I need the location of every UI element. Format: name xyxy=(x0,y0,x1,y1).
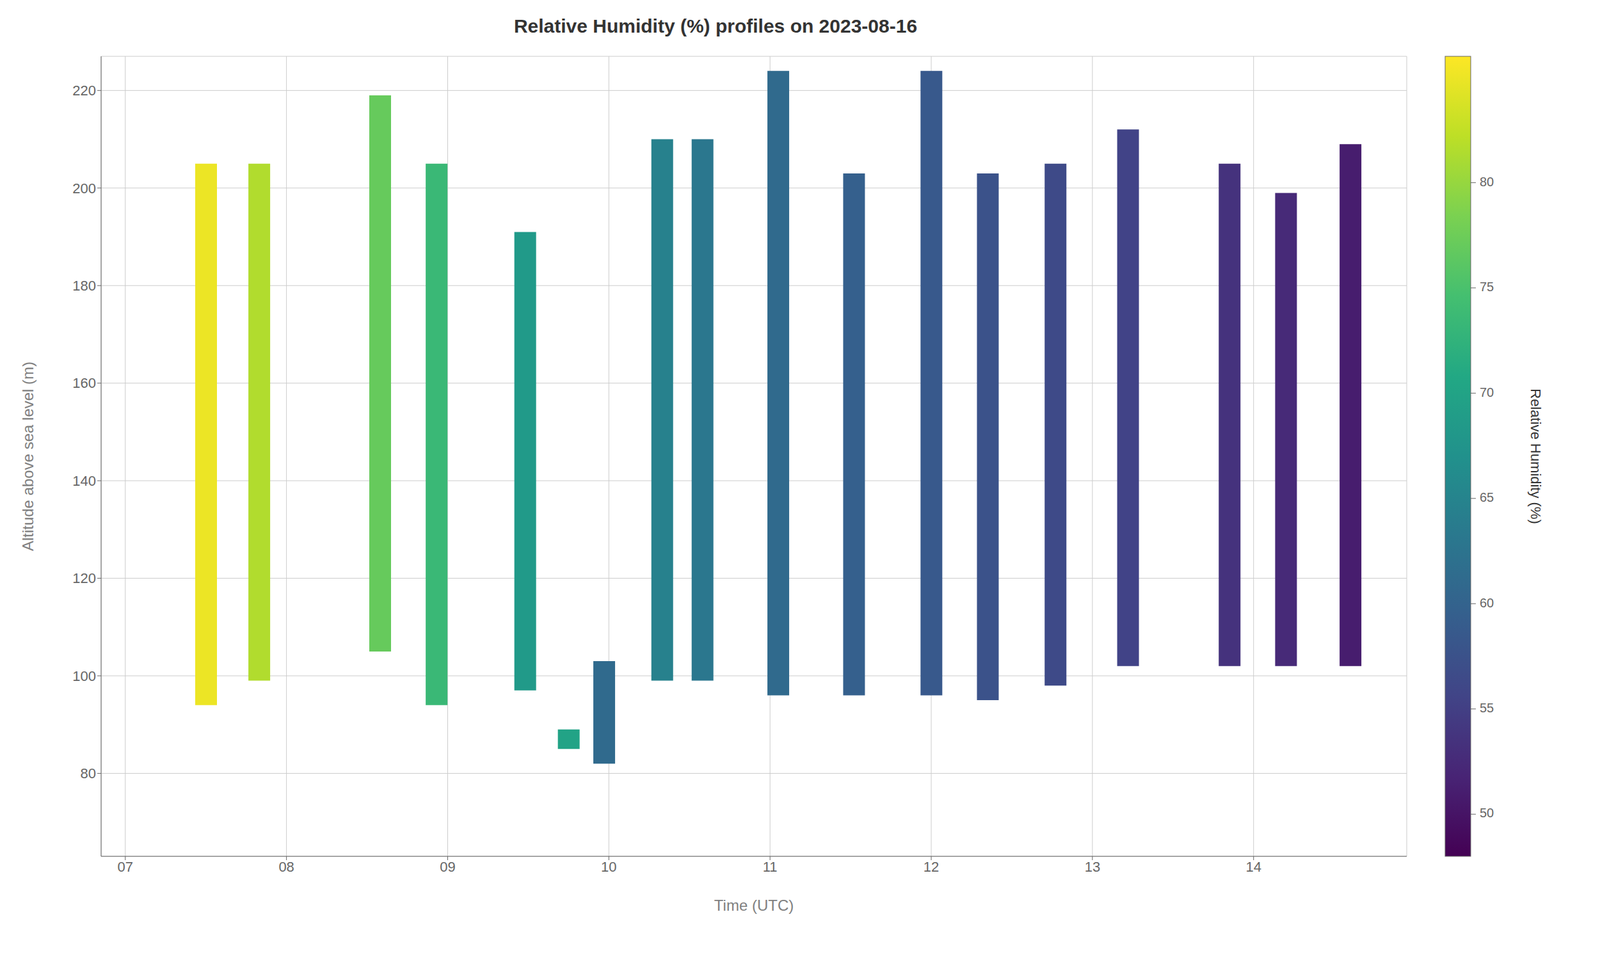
svg-text:120: 120 xyxy=(72,570,96,587)
svg-text:100: 100 xyxy=(72,668,96,685)
svg-text:80: 80 xyxy=(80,765,96,782)
html-text:Relative Humidity (%) profiles: Relative Humidity (%) profiles on 2023-0… xyxy=(513,15,918,37)
svg-text:65: 65 xyxy=(1479,490,1494,505)
svg-text:140: 140 xyxy=(72,472,96,489)
svg-text:13: 13 xyxy=(1084,858,1101,875)
svg-text:10: 10 xyxy=(600,858,617,875)
svg-text:09: 09 xyxy=(439,858,456,875)
svg-text:80: 80 xyxy=(1479,174,1494,189)
svg-text:60: 60 xyxy=(1479,595,1494,610)
svg-text:12: 12 xyxy=(923,858,939,875)
svg-text:70: 70 xyxy=(1479,385,1494,400)
svg-text:50: 50 xyxy=(1479,805,1494,820)
svg-text:Relative Humidity (%): Relative Humidity (%) xyxy=(1527,388,1544,525)
svg-text:08: 08 xyxy=(278,858,294,875)
svg-text:200: 200 xyxy=(72,180,96,197)
svg-text:75: 75 xyxy=(1479,279,1494,294)
svg-text:11: 11 xyxy=(762,858,778,875)
svg-text:Altitude above sea level (m): Altitude above sea level (m) xyxy=(19,361,37,552)
svg-text:180: 180 xyxy=(72,277,96,294)
svg-text:55: 55 xyxy=(1479,700,1494,715)
svg-text:07: 07 xyxy=(117,858,134,875)
svg-text:220: 220 xyxy=(72,82,96,99)
svg-text:160: 160 xyxy=(72,375,96,392)
svg-text:Time (UTC): Time (UTC) xyxy=(714,896,794,914)
svg-text:14: 14 xyxy=(1245,858,1261,875)
